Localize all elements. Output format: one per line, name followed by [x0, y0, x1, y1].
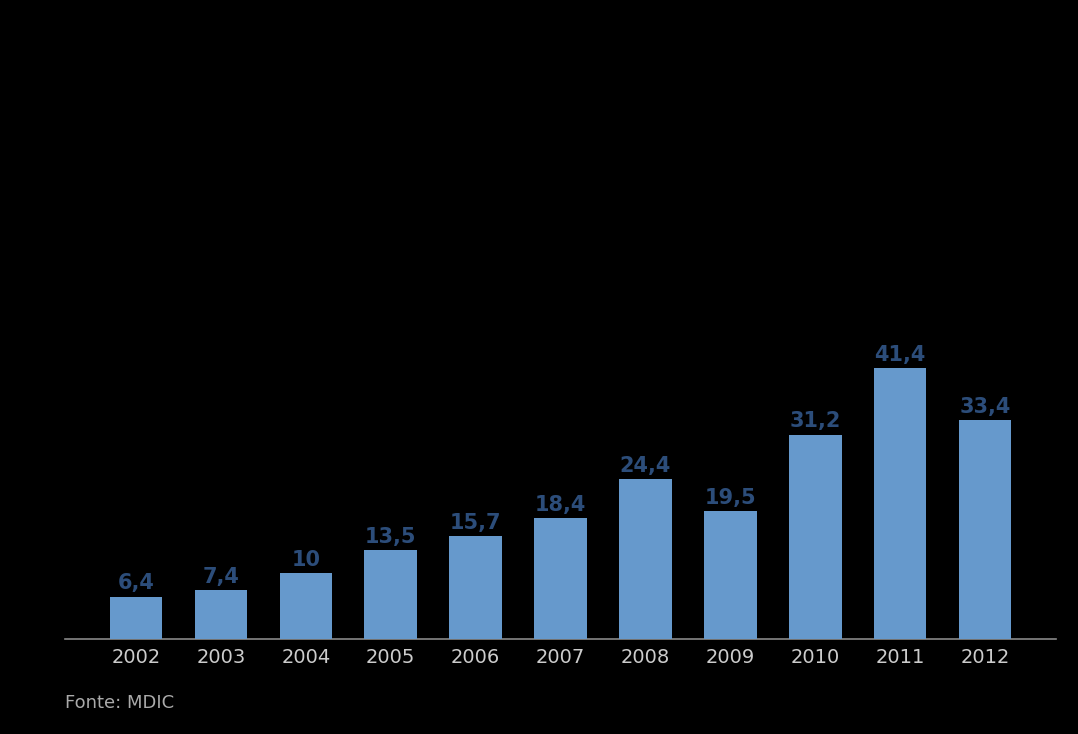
Bar: [704, 511, 757, 639]
Text: 13,5: 13,5: [365, 527, 416, 547]
Bar: [364, 550, 417, 639]
Bar: [958, 420, 1011, 639]
Text: 24,4: 24,4: [620, 456, 672, 476]
Bar: [110, 597, 163, 639]
Bar: [619, 479, 672, 639]
Bar: [789, 435, 842, 639]
Bar: [450, 536, 502, 639]
Bar: [279, 573, 332, 639]
Text: 19,5: 19,5: [705, 488, 756, 508]
Text: 6,4: 6,4: [118, 573, 154, 594]
Text: 15,7: 15,7: [450, 512, 501, 533]
Text: Fonte: MDIC: Fonte: MDIC: [65, 694, 174, 712]
Bar: [195, 590, 247, 639]
Text: 41,4: 41,4: [874, 344, 926, 365]
Bar: [535, 518, 586, 639]
Bar: [874, 368, 926, 639]
Text: 31,2: 31,2: [789, 411, 841, 432]
Text: 10: 10: [291, 550, 320, 570]
Text: 18,4: 18,4: [535, 495, 586, 515]
Text: 7,4: 7,4: [203, 567, 239, 587]
Text: 33,4: 33,4: [959, 397, 1011, 417]
